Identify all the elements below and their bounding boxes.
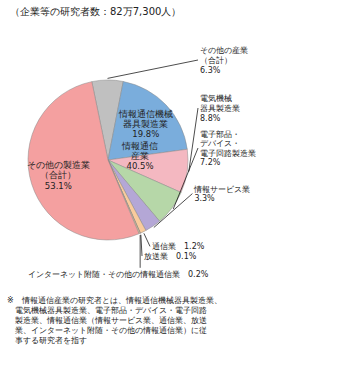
svg-text:情報サービス業3.3%: 情報サービス業3.3% <box>193 184 250 203</box>
svg-text:情報通信産業40.5%: 情報通信産業40.5% <box>121 141 158 171</box>
html-text:※ 情報通信産業の研究者とは、情報通信機械器具製造業、 電気: ※ 情報通信産業の研究者とは、情報通信機械器具製造業、 電気機械器具製造業、電子… <box>7 296 222 345</box>
svg-text:インターネット附随・その他の情報通信業 0.2%: インターネット附随・その他の情報通信業 0.2% <box>28 269 209 278</box>
svg-text:情報通信機械器具製造業19.8%: 情報通信機械器具製造業19.8% <box>118 109 173 139</box>
svg-text:放送業 0.1%: 放送業 0.1% <box>144 252 197 261</box>
svg-text:通信業 1.2%: 通信業 1.2% <box>152 242 205 251</box>
svg-text:電子部品・デバイス・電子回路製造業7.2%: 電子部品・デバイス・電子回路製造業7.2% <box>200 129 256 167</box>
svg-text:電気機械器具製造業8.8%: 電気機械器具製造業8.8% <box>200 94 240 122</box>
svg-text:その他の製造業（合計）53.1%: その他の製造業（合計）53.1% <box>27 160 90 190</box>
svg-text:その他の産業（合計）6.3%: その他の産業（合計）6.3% <box>200 46 248 74</box>
html-text:（企業等の研究者数：82万7,300人）: （企業等の研究者数：82万7,300人） <box>10 6 182 17</box>
